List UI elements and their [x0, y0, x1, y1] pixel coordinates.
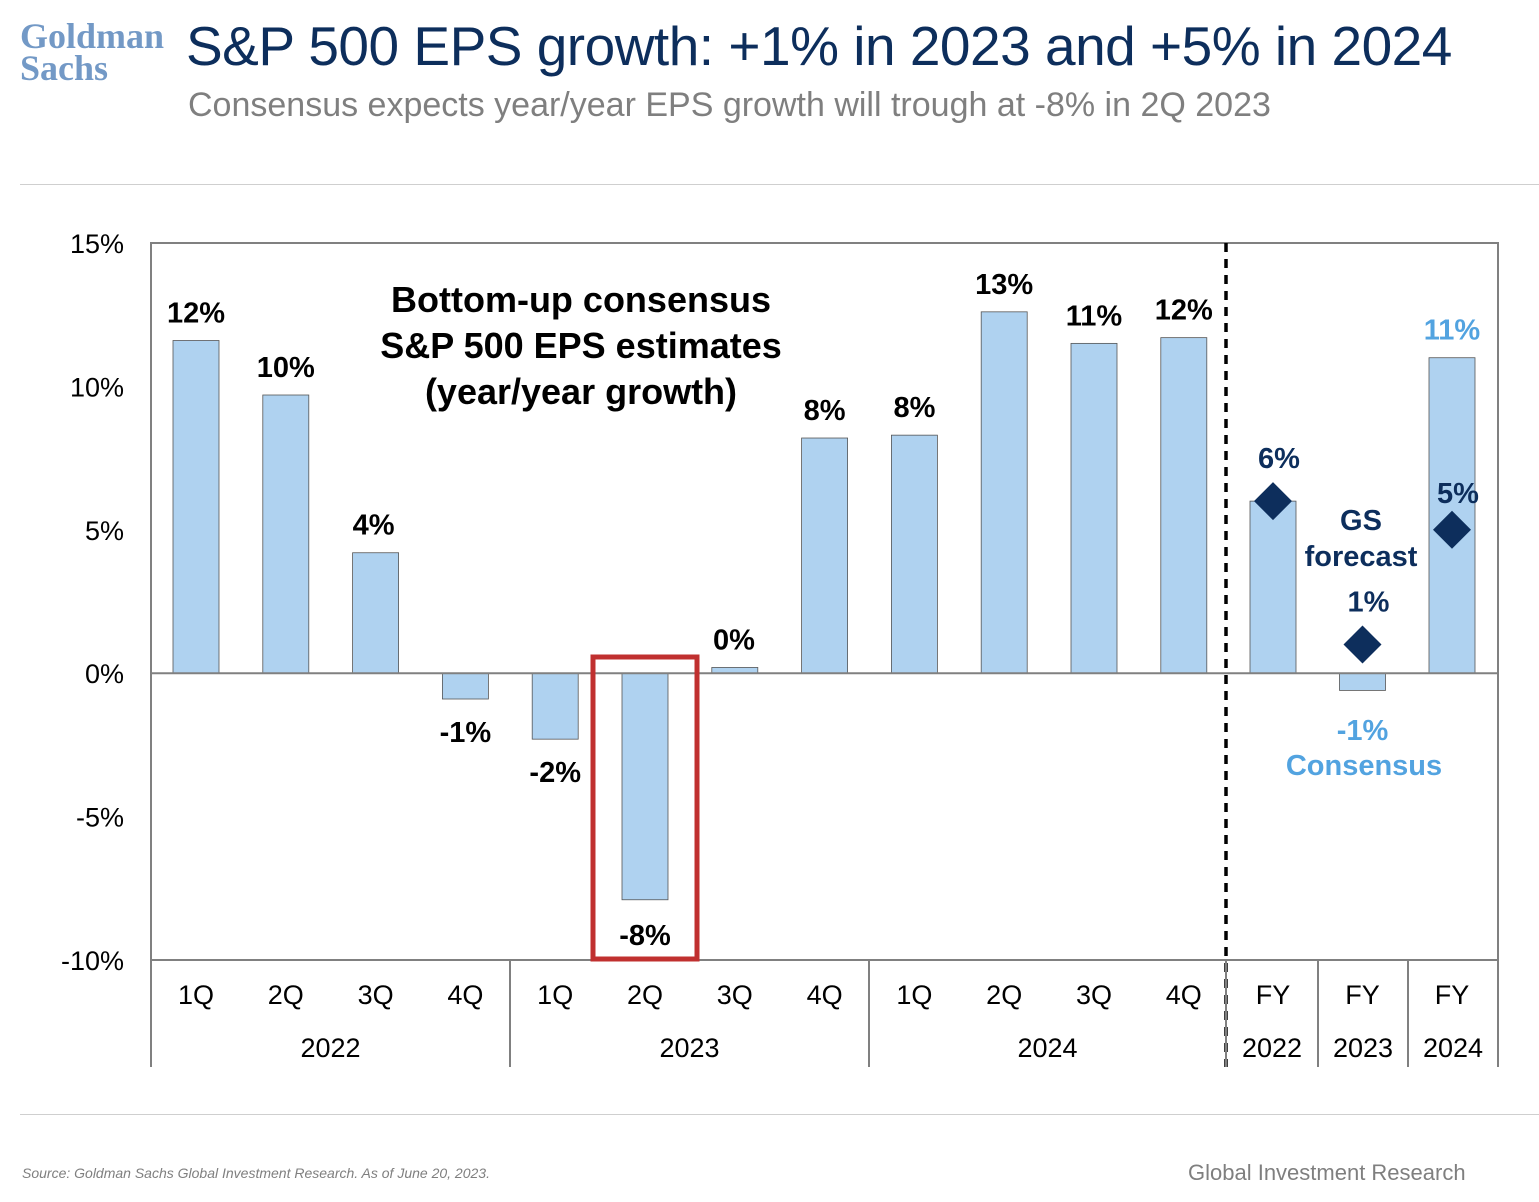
y-tick-label: 10%	[70, 372, 124, 402]
x-group-label: 2023	[659, 1033, 719, 1063]
chart-annotation-line: S&P 500 EPS estimates	[380, 325, 782, 366]
bar-value-label: -2%	[529, 757, 581, 789]
x-group-label: 2024	[1017, 1033, 1077, 1063]
chart-annotation-line: Bottom-up consensus	[391, 279, 771, 320]
gs-forecast-diamond	[1343, 625, 1382, 664]
bar	[621, 672, 669, 901]
consensus-legend: Consensus	[1286, 750, 1442, 782]
x-tick-label: FY	[1256, 980, 1291, 1010]
bar	[1070, 342, 1118, 674]
x-group-label: 2023	[1333, 1033, 1393, 1063]
bar	[352, 552, 400, 674]
page-title: S&P 500 EPS growth: +1% in 2023 and +5% …	[186, 15, 1452, 77]
bar-value-label: 4%	[353, 510, 395, 542]
bar-value-label: -1%	[1337, 715, 1389, 747]
gs-forecast-legend-line1: GS	[1340, 505, 1382, 537]
bar-value-label: 13%	[975, 269, 1033, 301]
y-tick-label: -10%	[61, 946, 124, 976]
bar	[1249, 500, 1297, 674]
x-group-label: 2022	[1242, 1033, 1302, 1063]
chart-annotation-line: (year/year growth)	[425, 371, 737, 412]
x-group-label: 2022	[300, 1033, 360, 1063]
bar	[980, 311, 1028, 674]
gs-forecast-legend-line2: forecast	[1305, 541, 1418, 573]
bar	[441, 672, 489, 700]
x-tick-label: 1Q	[896, 980, 932, 1010]
gs-forecast-label: 6%	[1258, 443, 1300, 475]
bar	[801, 437, 848, 674]
page-subtitle: Consensus expects year/year EPS growth w…	[188, 86, 1271, 124]
bar-value-label: 8%	[804, 395, 846, 427]
plot-frame	[150, 242, 1499, 961]
bar-value-label: -8%	[619, 920, 671, 952]
bar-value-label: 8%	[893, 392, 935, 424]
highlight-box	[590, 654, 700, 962]
bar	[262, 394, 310, 674]
header-divider	[20, 184, 1539, 185]
bar	[1339, 672, 1386, 691]
x-tick-label: FY	[1435, 980, 1470, 1010]
x-tick-label: 1Q	[537, 980, 573, 1010]
footer-brand: Global Investment Research	[1188, 1160, 1466, 1185]
logo-line-1: Goldman	[20, 16, 165, 56]
gs-forecast-diamond	[1254, 482, 1292, 521]
source-note: Source: Goldman Sachs Global Investment …	[22, 1165, 490, 1181]
x-group-label: 2024	[1423, 1033, 1483, 1063]
bar-value-label: 11%	[1424, 315, 1481, 347]
bar-value-label: 10%	[257, 352, 315, 384]
bar-value-label: 12%	[167, 298, 225, 330]
x-tick-label: 3Q	[1076, 980, 1112, 1010]
bar-value-label: 11%	[1066, 300, 1123, 332]
y-tick-label: -5%	[76, 803, 124, 833]
footer-divider	[20, 1114, 1539, 1115]
x-tick-label: 3Q	[358, 980, 394, 1010]
bar-value-label: 12%	[1155, 295, 1213, 327]
gs-forecast-label: 5%	[1437, 478, 1479, 510]
x-tick-label: 2Q	[986, 980, 1022, 1010]
x-tick-label: 4Q	[807, 980, 843, 1010]
x-tick-label: 4Q	[447, 980, 483, 1010]
y-tick-label: 5%	[85, 516, 124, 546]
y-tick-label: 15%	[70, 229, 124, 259]
x-tick-label: FY	[1345, 980, 1380, 1010]
bar	[1160, 337, 1208, 674]
bar	[531, 672, 579, 740]
bar-value-label: -1%	[440, 717, 492, 749]
x-tick-label: 2Q	[627, 980, 663, 1010]
logo-line-2: Sachs	[20, 48, 109, 88]
x-tick-label: 2Q	[268, 980, 304, 1010]
x-tick-label: 3Q	[717, 980, 753, 1010]
bar	[172, 340, 220, 674]
bar	[891, 434, 938, 674]
x-tick-label: 4Q	[1166, 980, 1202, 1010]
gs-forecast-label: 1%	[1348, 587, 1390, 619]
x-tick-label: 1Q	[178, 980, 214, 1010]
gs-forecast-diamond	[1433, 510, 1471, 549]
goldman-sachs-logo: Goldman Sachs	[20, 16, 165, 88]
bar-value-label: 0%	[713, 624, 755, 656]
y-tick-label: 0%	[85, 659, 124, 689]
